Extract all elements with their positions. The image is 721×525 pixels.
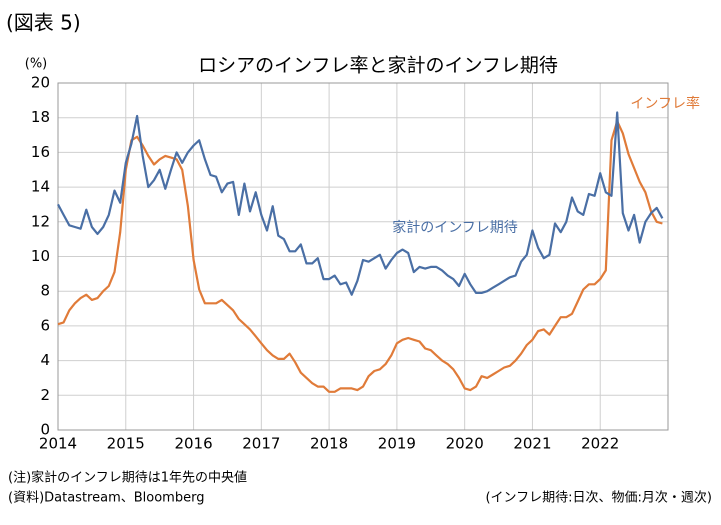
series-line xyxy=(57,111,664,296)
y-tick-label: 20 xyxy=(31,74,50,92)
y-tick-label: 4 xyxy=(40,351,50,369)
y-tick-label: 2 xyxy=(40,386,50,404)
x-tick-label: 2019 xyxy=(378,435,416,453)
y-tick-label: 10 xyxy=(31,247,50,265)
x-tick-label: 2017 xyxy=(242,435,280,453)
y-tick-label: 16 xyxy=(31,143,50,161)
series-label: 家計のインフレ期待 xyxy=(392,219,518,236)
y-axis-label: (%) xyxy=(25,57,48,72)
x-tick-label: 2014 xyxy=(39,435,77,453)
x-tick-label: 2021 xyxy=(513,435,551,453)
x-tick-label: 2015 xyxy=(107,435,145,453)
plot-frame xyxy=(57,82,669,431)
y-tick-label: 6 xyxy=(40,316,50,334)
y-tick-label: 12 xyxy=(31,212,50,230)
y-tick-label: 14 xyxy=(31,178,50,196)
chart-title: ロシアのインフレ率と家計のインフレ期待 xyxy=(198,55,558,77)
y-tick-label: 0 xyxy=(40,421,50,439)
series-line xyxy=(57,120,663,393)
x-tick-label: 2018 xyxy=(310,435,348,453)
note: (注)家計のインフレ期待は1年先の中央値 xyxy=(8,470,247,486)
note: (資料)Datastream、Bloomberg xyxy=(8,491,204,506)
y-tick-label: 8 xyxy=(40,282,50,300)
x-tick-label: 2016 xyxy=(174,435,212,453)
y-tick-label: 18 xyxy=(31,108,50,126)
source-note: (インフレ期待:日次、物価:月次・週次) xyxy=(485,490,712,506)
figure-number: (図表 5) xyxy=(6,11,81,35)
x-tick-label: 2022 xyxy=(581,435,619,453)
x-tick-label: 2020 xyxy=(446,435,484,453)
series-label: インフレ率 xyxy=(630,95,700,112)
